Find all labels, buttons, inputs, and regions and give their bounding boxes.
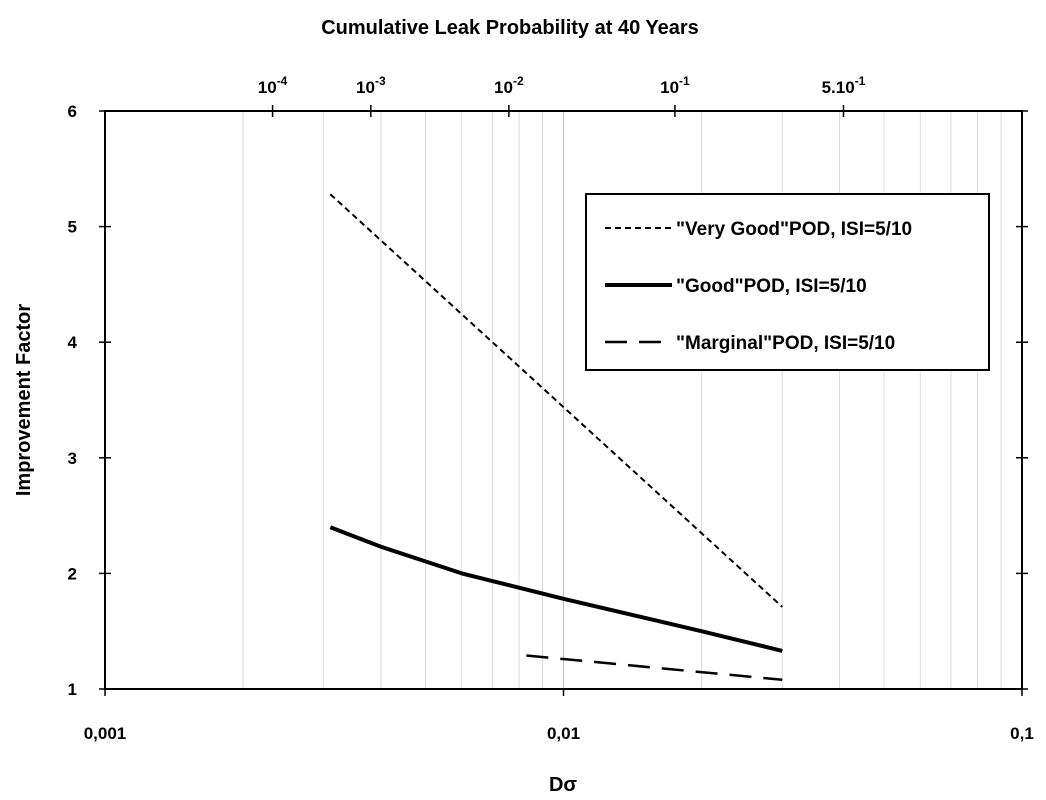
y-axis-label: Improvement Factor <box>13 304 35 496</box>
legend: "Very Good"POD, ISI=5/10 "Good"POD, ISI=5… <box>585 193 990 371</box>
chart-title: Cumulative Leak Probability at 40 Years <box>321 17 699 39</box>
series-line-2 <box>329 525 783 653</box>
y-tick-label: 3 <box>68 449 77 468</box>
legend-label-1: "Very Good"POD, ISI=5/10 <box>676 219 912 240</box>
series-line-1 <box>329 193 783 608</box>
x-tick-label: 0,1 <box>1010 724 1034 743</box>
top-axis-tick-label: 10-3 <box>356 74 386 97</box>
x-tick-label: 0,01 <box>547 724 580 743</box>
legend-items: "Very Good"POD, ISI=5/10 "Good"POD, ISI=5… <box>605 219 912 354</box>
y-tick-label: 4 <box>68 333 78 352</box>
legend-label-3: "Marginal"POD, ISI=5/10 <box>676 333 895 354</box>
legend-label-2: "Good"POD, ISI=5/10 <box>676 276 867 297</box>
top-axis-tick-label: 10-4 <box>258 74 288 97</box>
y-tick-label: 1 <box>68 680 77 699</box>
top-axis-tick-label: 10-2 <box>494 74 524 97</box>
axes: 1 2 3 4 5 6 0,001 0,01 0,1 10-4 10-3 10-2 10-1 5.10-1 <box>68 74 1034 743</box>
y-tick-label: 5 <box>68 218 77 237</box>
series-lines <box>329 193 783 682</box>
x-axis-label: Dσ <box>549 774 577 796</box>
top-axis-tick-label: 10-1 <box>660 74 690 97</box>
y-tick-label: 6 <box>68 102 77 121</box>
legend-box <box>585 193 990 371</box>
top-axis-tick-label: 5.10-1 <box>822 74 866 97</box>
x-tick-label: 0,001 <box>84 724 127 743</box>
y-tick-label: 2 <box>68 564 77 583</box>
series-line-3 <box>526 654 783 682</box>
